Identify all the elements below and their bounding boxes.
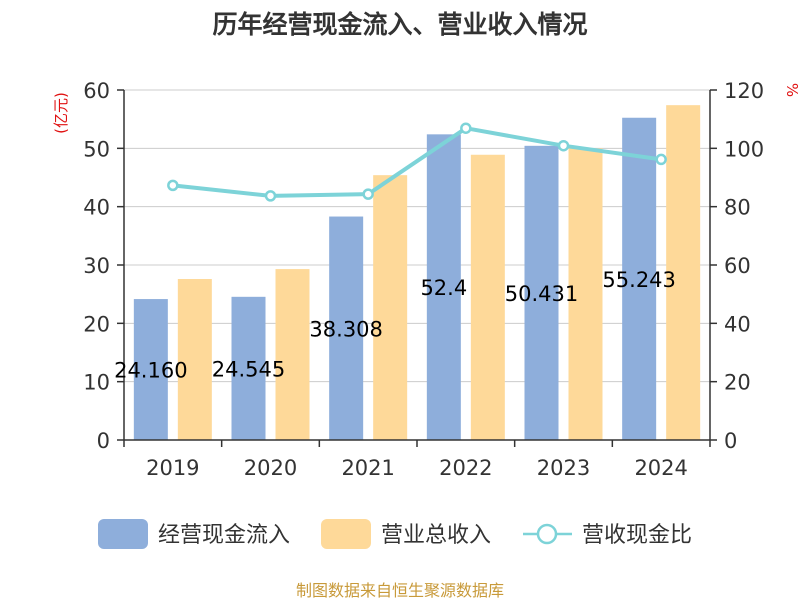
ratio-point (264, 190, 277, 202)
left-axis-unit: (亿元) (52, 92, 70, 134)
right-tick-label: 60 (724, 254, 751, 278)
bar-revenue (470, 154, 505, 440)
right-tick-label: 20 (724, 371, 751, 395)
bar-cash-inflow (426, 134, 461, 441)
bar-revenue (568, 148, 603, 441)
x-tick-label: 2024 (634, 456, 687, 480)
right-tick-label: 40 (724, 312, 751, 336)
line-series (167, 122, 667, 202)
legend-swatch-revenue (321, 519, 371, 549)
x-tick-label: 2023 (537, 456, 590, 480)
data-label-cash-inflow: 50.431 (505, 282, 578, 306)
bar-revenue (373, 175, 408, 440)
legend-marker-ratio (536, 523, 558, 545)
data-label-cash-inflow: 24.545 (212, 357, 285, 381)
data-label-cash-inflow: 24.160 (114, 359, 187, 383)
bar-revenue (666, 105, 701, 441)
bar-series (133, 105, 701, 441)
x-tick-label: 2020 (244, 456, 297, 480)
left-tick-label: 20 (83, 312, 110, 336)
bar-cash-inflow (231, 296, 266, 440)
bar-cash-inflow (133, 299, 168, 440)
right-axis-unit: % (783, 83, 800, 97)
right-tick-label: 100 (724, 137, 764, 161)
bar-revenue (177, 279, 212, 440)
legend-label-cash-inflow: 经营现金流入 (158, 523, 290, 548)
legend-label-revenue: 营业总收入 (381, 523, 491, 548)
ratio-point (167, 179, 179, 192)
left-tick-label: 0 (97, 429, 110, 453)
left-tick-label: 50 (83, 137, 110, 161)
right-tick-label: 0 (724, 429, 737, 453)
ratio-point (460, 122, 472, 134)
data-label-cash-inflow: 52.4 (420, 276, 467, 300)
right-tick-label: 120 (724, 79, 764, 103)
source-note: 制图数据来自恒生聚源数据库 (296, 581, 504, 600)
left-tick-label: 60 (83, 79, 110, 103)
bar-cash-inflow (329, 216, 364, 440)
ratio-line (172, 126, 662, 198)
ratio-point (557, 139, 570, 152)
axes: 0 10 20 30 40 50 60 0 20 40 60 80 100 120 2019 2020 2021… (83, 79, 764, 480)
bar-revenue (275, 269, 310, 440)
data-label-cash-inflow: 55.243 (602, 268, 675, 292)
bar-cash-inflow (622, 117, 657, 440)
left-tick-label: 40 (83, 196, 110, 220)
gridlines (124, 89, 710, 441)
legend-label-ratio: 营收现金比 (582, 523, 692, 548)
chart-title: 历年经营现金流入、营业收入情况 (212, 10, 587, 39)
x-tick-label: 2022 (439, 456, 492, 480)
bar-cash-inflow (524, 145, 559, 441)
left-tick-label: 10 (83, 371, 110, 395)
right-tick-label: 80 (724, 196, 751, 220)
data-label-cash-inflow: 38.308 (309, 317, 382, 341)
legend-swatch-cash-inflow (98, 519, 148, 549)
left-tick-label: 30 (83, 254, 110, 278)
data-labels: 24.160 24.545 38.308 52.4 50.431 55.243 (114, 268, 676, 383)
x-tick-label: 2019 (146, 456, 199, 480)
x-tick-label: 2021 (341, 456, 394, 480)
ratio-point (362, 188, 374, 200)
ratio-point (655, 153, 667, 166)
legend: 经营现金流入 营业总收入 营收现金比 (98, 519, 692, 549)
